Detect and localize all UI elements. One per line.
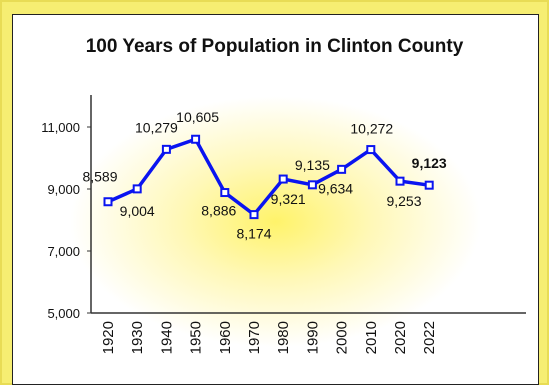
x-tick-label: 1930	[129, 321, 146, 354]
data-label: 9,253	[386, 193, 421, 209]
data-point-marker	[103, 197, 113, 207]
data-point-marker	[191, 134, 201, 144]
data-point-marker	[220, 188, 230, 198]
x-tick-label: 1990	[304, 321, 321, 354]
chart-panel	[12, 14, 539, 385]
x-tick-label: 1970	[246, 321, 263, 354]
chart-title: 100 Years of Population in Clinton Count…	[85, 36, 464, 57]
data-label: 9,123	[412, 155, 447, 171]
x-tick-label: 1960	[217, 321, 234, 354]
y-tick-label: 5,000	[47, 306, 80, 321]
x-tick-group: 1920 1930 1940 1950 1960 1970 1980 1990 2000 2010…	[100, 321, 438, 354]
x-tick-label: 1950	[188, 321, 205, 354]
data-label: 9,004	[120, 203, 155, 219]
data-point-marker	[424, 180, 434, 190]
data-label: 9,321	[271, 191, 306, 207]
data-label: 10,279	[135, 119, 178, 135]
x-tick-label: 2020	[392, 321, 409, 354]
y-tick-label: 9,000	[47, 182, 80, 197]
data-point-marker	[132, 184, 142, 194]
data-label: 8,174	[236, 226, 271, 242]
x-tick-label: 1920	[100, 321, 117, 354]
data-label: 9,135	[295, 157, 330, 173]
data-label: 10,605	[176, 109, 219, 125]
data-point-marker	[395, 176, 405, 186]
data-label: 8,589	[82, 169, 117, 185]
y-tick-label: 11,000	[41, 120, 80, 135]
data-label: 10,272	[350, 121, 393, 137]
y-tick-group: 5,000 7,000 9,000 11,000	[41, 120, 91, 321]
data-point-marker	[366, 145, 376, 155]
data-point-marker	[161, 144, 171, 154]
data-label: 8,886	[201, 203, 236, 219]
data-point-marker	[307, 180, 317, 190]
data-point-marker	[337, 164, 347, 174]
x-tick-label: 1980	[275, 321, 292, 354]
data-point-marker	[249, 210, 259, 220]
data-label: 9,634	[318, 180, 353, 196]
x-tick-label: 2000	[334, 321, 351, 354]
series-line	[107, 137, 430, 218]
x-tick-label: 1940	[158, 321, 175, 354]
y-tick-label: 7,000	[47, 244, 80, 259]
data-point-marker	[278, 174, 288, 184]
x-tick-label: 2010	[363, 321, 380, 354]
x-tick-label: 2022	[421, 321, 438, 354]
marker-group	[103, 134, 434, 220]
